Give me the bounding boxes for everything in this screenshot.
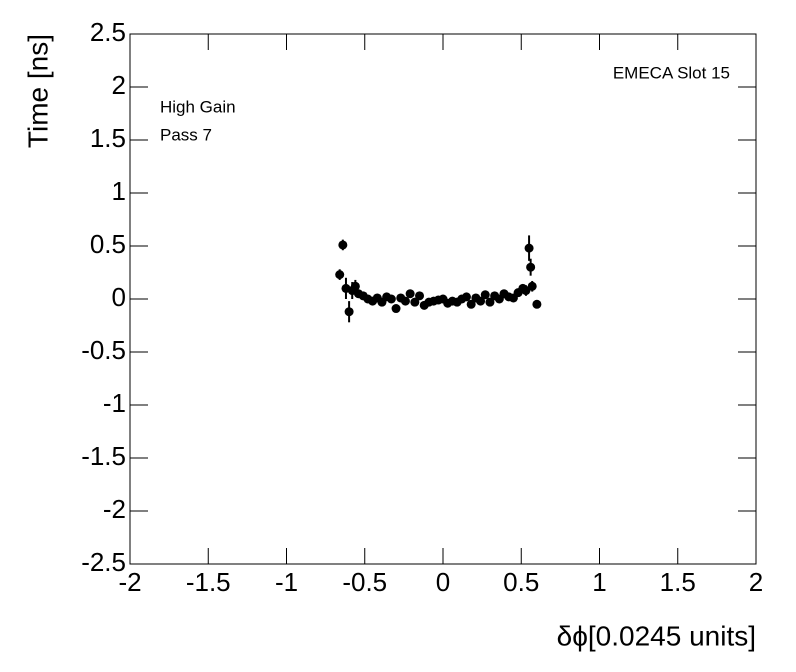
- x-tick-label: 1.5: [660, 567, 696, 597]
- data-point: [386, 294, 396, 304]
- data-point: [527, 281, 537, 291]
- y-tick-label: 0.5: [90, 229, 126, 259]
- data-point: [400, 296, 410, 306]
- y-tick-label: -2: [103, 494, 126, 524]
- data-point: [344, 307, 354, 317]
- data-point: [485, 297, 495, 307]
- y-axis-title: Time [ns]: [22, 34, 53, 148]
- x-tick-label: -1: [275, 567, 298, 597]
- data-point: [524, 243, 534, 253]
- data-point: [476, 296, 486, 306]
- data-point: [350, 281, 360, 291]
- data-point: [391, 304, 401, 314]
- data-point: [466, 299, 476, 309]
- data-point: [338, 240, 348, 250]
- x-tick-label: -2: [118, 567, 141, 597]
- annotation: EMECA Slot 15: [613, 63, 730, 82]
- data-point: [526, 262, 536, 272]
- x-tick-label: -1.5: [186, 567, 231, 597]
- annotation: Pass 7: [160, 125, 212, 144]
- y-tick-label: 1.5: [90, 123, 126, 153]
- data-point: [532, 299, 542, 309]
- data-point: [461, 292, 471, 302]
- x-tick-label: 2: [749, 567, 763, 597]
- y-tick-label: -0.5: [81, 335, 126, 365]
- y-tick-label: 0: [112, 282, 126, 312]
- y-tick-label: -1.5: [81, 441, 126, 471]
- annotation: High Gain: [160, 97, 236, 116]
- data-point: [480, 290, 490, 300]
- x-tick-label: 0.5: [503, 567, 539, 597]
- x-tick-label: 0: [436, 567, 450, 597]
- x-tick-label: 1: [592, 567, 606, 597]
- x-axis-title: δϕ[0.0245 units]: [557, 620, 756, 651]
- y-tick-label: 2: [112, 70, 126, 100]
- y-tick-label: -2.5: [81, 547, 126, 577]
- data-point: [335, 270, 345, 280]
- y-tick-label: 1: [112, 176, 126, 206]
- y-tick-label: -1: [103, 388, 126, 418]
- data-point: [405, 289, 415, 299]
- data-point: [415, 291, 425, 301]
- data-point: [410, 297, 420, 307]
- x-tick-label: -0.5: [342, 567, 387, 597]
- y-tick-label: 2.5: [90, 17, 126, 47]
